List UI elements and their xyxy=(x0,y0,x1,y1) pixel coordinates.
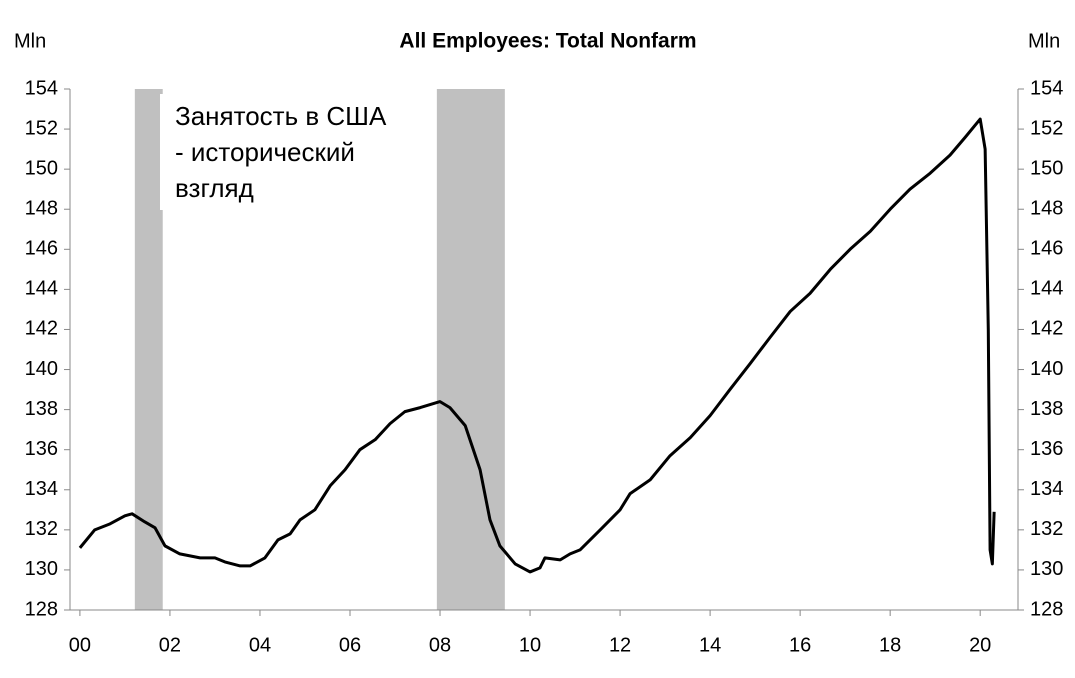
y2-tick-label: 134 xyxy=(1030,478,1063,500)
y2-tick-label: 148 xyxy=(1030,198,1063,220)
y-tick-label: 148 xyxy=(25,198,58,220)
x-tick-label: 20 xyxy=(969,634,991,656)
y2-tick-label: 138 xyxy=(1030,398,1063,420)
y-axis-label: Mln xyxy=(14,30,46,52)
y-tick-label: 138 xyxy=(25,398,58,420)
x-tick-label: 00 xyxy=(69,634,91,656)
x-tick-label: 12 xyxy=(609,634,631,656)
x-tick-label: 16 xyxy=(789,634,811,656)
x-tick-label: 10 xyxy=(519,634,541,656)
y2-tick-label: 142 xyxy=(1030,318,1063,340)
annotation: - исторический xyxy=(175,137,355,167)
y2-tick-label: 144 xyxy=(1030,278,1063,300)
y-tick-label: 136 xyxy=(25,438,58,460)
y-tick-label: 134 xyxy=(25,478,58,500)
y-tick-label: 140 xyxy=(25,358,58,380)
y2-tick-label: 136 xyxy=(1030,438,1063,460)
y2-tick-label: 130 xyxy=(1030,558,1063,580)
data-line xyxy=(78,117,996,574)
y-tick-label: 130 xyxy=(25,558,58,580)
y-tick-label: 152 xyxy=(25,117,58,139)
chart-title: All Employees: Total Nonfarm xyxy=(399,30,696,53)
y-tick-label: 142 xyxy=(25,318,58,340)
annotation: взгляд xyxy=(175,173,254,203)
annotation: Занятость в США xyxy=(175,101,387,131)
recession-band xyxy=(436,89,505,610)
y2-axis-label: Mln xyxy=(1028,30,1060,52)
y2-tick-label: 146 xyxy=(1030,238,1063,260)
x-tick-label: 08 xyxy=(429,634,451,656)
y-tick-label: 132 xyxy=(25,518,58,540)
x-tick-label: 06 xyxy=(339,634,361,656)
y-tick-label: 128 xyxy=(25,598,58,620)
x-tick-label: 04 xyxy=(249,634,271,656)
y2-tick-label: 128 xyxy=(1030,598,1063,620)
x-tick-label: 02 xyxy=(159,634,181,656)
y2-tick-label: 154 xyxy=(1030,77,1063,99)
y-tick-label: 146 xyxy=(25,238,58,260)
x-tick-label: 14 xyxy=(699,634,721,656)
y-tick-label: 154 xyxy=(25,77,58,99)
y2-tick-label: 140 xyxy=(1030,358,1063,380)
y-tick-label: 144 xyxy=(25,278,58,300)
y2-tick-label: 152 xyxy=(1030,117,1063,139)
annotation-box xyxy=(160,94,422,210)
y2-tick-label: 150 xyxy=(1030,157,1063,179)
y-tick-label: 150 xyxy=(25,157,58,179)
y2-tick-label: 132 xyxy=(1030,518,1063,540)
x-tick-label: 18 xyxy=(879,634,901,656)
